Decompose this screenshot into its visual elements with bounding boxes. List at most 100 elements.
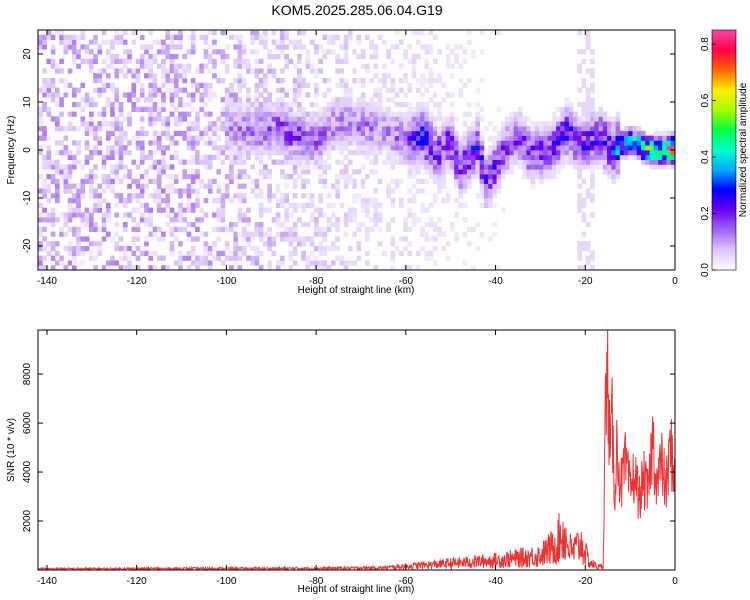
spectrogram-cell bbox=[335, 34, 340, 40]
spectrogram-cell bbox=[364, 34, 370, 40]
spectrogram-cell bbox=[364, 260, 370, 266]
spectrogram-cell bbox=[42, 154, 47, 160]
spectrogram-cell bbox=[207, 126, 213, 132]
spectrogram-cell bbox=[428, 159, 434, 165]
spectrogram-cell bbox=[505, 130, 510, 136]
spectrogram-cell bbox=[186, 222, 192, 228]
spectrogram-cell bbox=[46, 164, 52, 170]
spectrogram-cell bbox=[649, 159, 655, 165]
spectrogram-cell bbox=[390, 150, 396, 156]
spectrogram-cell bbox=[322, 130, 328, 136]
spectrogram-cell bbox=[250, 236, 255, 242]
spectrogram-cell bbox=[573, 164, 578, 170]
spectrogram-cell bbox=[182, 130, 188, 136]
spectrogram-cell bbox=[233, 159, 238, 165]
spectrogram-cell bbox=[454, 183, 459, 189]
spectrogram-cell bbox=[114, 150, 120, 156]
spectrogram-cell bbox=[280, 255, 285, 261]
spectrogram-cell bbox=[373, 212, 379, 218]
spectrogram-cell bbox=[364, 130, 370, 136]
spectrogram-cell bbox=[114, 30, 120, 36]
spectrogram-cell bbox=[445, 121, 451, 127]
spectrogram-cell bbox=[318, 116, 323, 122]
spectrogram-cell bbox=[118, 39, 124, 45]
spectrogram-cell bbox=[590, 97, 595, 103]
spectrogram-cell bbox=[93, 34, 98, 40]
spectrogram-cell bbox=[594, 126, 599, 132]
spectrogram-cell bbox=[513, 150, 519, 156]
spectrogram-cell bbox=[275, 217, 281, 223]
spectrogram-cell bbox=[93, 39, 98, 45]
spectrogram-cell bbox=[517, 140, 523, 146]
spectrogram-cell bbox=[641, 140, 646, 146]
spectrogram-cell bbox=[662, 164, 667, 170]
spectrogram-cell bbox=[373, 116, 379, 122]
spectrogram-cell bbox=[139, 92, 145, 98]
spectrogram-cell bbox=[292, 183, 298, 189]
spectrogram-cell bbox=[186, 102, 192, 108]
spectrogram-cell bbox=[54, 250, 60, 256]
spectrogram-cell bbox=[237, 49, 243, 55]
spectrogram-cell bbox=[398, 130, 404, 136]
spectrogram-cell bbox=[339, 145, 345, 151]
spectrogram-cell bbox=[530, 130, 536, 136]
spectrogram-cell bbox=[534, 150, 540, 156]
spectrogram-cell bbox=[314, 68, 319, 74]
spectrogram-cell bbox=[335, 236, 340, 242]
spectrogram-cell bbox=[301, 145, 306, 151]
spectrogram-cell bbox=[594, 111, 599, 117]
colorbar-label: Normalized spectral amplitude bbox=[738, 82, 749, 217]
spectrogram-cell bbox=[628, 154, 633, 160]
spectrogram-cell bbox=[594, 130, 599, 136]
spectrogram-cell bbox=[169, 68, 175, 74]
spectrogram-cell bbox=[458, 87, 464, 93]
spectrogram-cell bbox=[339, 202, 345, 208]
spectrogram-cell bbox=[207, 87, 213, 93]
spectrogram-cell bbox=[658, 159, 663, 165]
spectrogram-cell bbox=[42, 87, 47, 93]
spectrogram-cell bbox=[233, 58, 238, 64]
spectrogram-cell bbox=[241, 145, 247, 151]
spectrogram-cell bbox=[424, 58, 430, 64]
spectrogram-cell bbox=[318, 150, 323, 156]
spectrogram-cell bbox=[343, 183, 349, 189]
spectrogram-cell bbox=[190, 159, 196, 165]
spectrogram-cell bbox=[50, 159, 56, 165]
spectrogram-cell bbox=[420, 202, 425, 208]
spectrogram-cell bbox=[309, 154, 315, 160]
spectrogram-cell bbox=[394, 111, 400, 117]
spectrogram-cell bbox=[564, 121, 570, 127]
spectrogram-cell bbox=[280, 68, 285, 74]
spectrogram-cell bbox=[186, 183, 192, 189]
spectrogram-cell bbox=[488, 154, 493, 160]
spectrogram-cell bbox=[322, 145, 328, 151]
spectrogram-cell bbox=[568, 102, 574, 108]
spectrogram-cell bbox=[424, 44, 430, 50]
spectrogram-cell bbox=[301, 255, 306, 261]
spectrogram-cell bbox=[517, 159, 523, 165]
spectrogram-cell bbox=[590, 140, 595, 146]
spectrogram-cell bbox=[500, 207, 506, 213]
spectrogram-cell bbox=[271, 150, 277, 156]
spectrogram-cell bbox=[577, 30, 582, 36]
spectrogram-cell bbox=[207, 54, 213, 60]
spectrogram-cell bbox=[607, 135, 612, 141]
spectrogram-cell bbox=[407, 212, 413, 218]
spectrogram-cell bbox=[237, 58, 243, 64]
spectrogram-cell bbox=[50, 49, 56, 55]
spectrogram-cell bbox=[547, 169, 553, 175]
spectrogram-cell bbox=[105, 231, 111, 237]
spectrogram-cell bbox=[598, 111, 604, 117]
spectrogram-cell bbox=[326, 49, 332, 55]
spectrogram-cell bbox=[258, 121, 264, 127]
spectrogram-cell bbox=[59, 174, 64, 180]
spectrogram-cell bbox=[182, 159, 188, 165]
spectrogram-cell bbox=[258, 34, 264, 40]
spectrogram-cell bbox=[462, 159, 468, 165]
spectrogram-cell bbox=[54, 30, 60, 36]
spectrogram-cell bbox=[551, 130, 557, 136]
spectrogram-cell bbox=[88, 58, 94, 64]
spectrogram-cell bbox=[118, 130, 124, 136]
spectrogram-cell bbox=[292, 92, 298, 98]
